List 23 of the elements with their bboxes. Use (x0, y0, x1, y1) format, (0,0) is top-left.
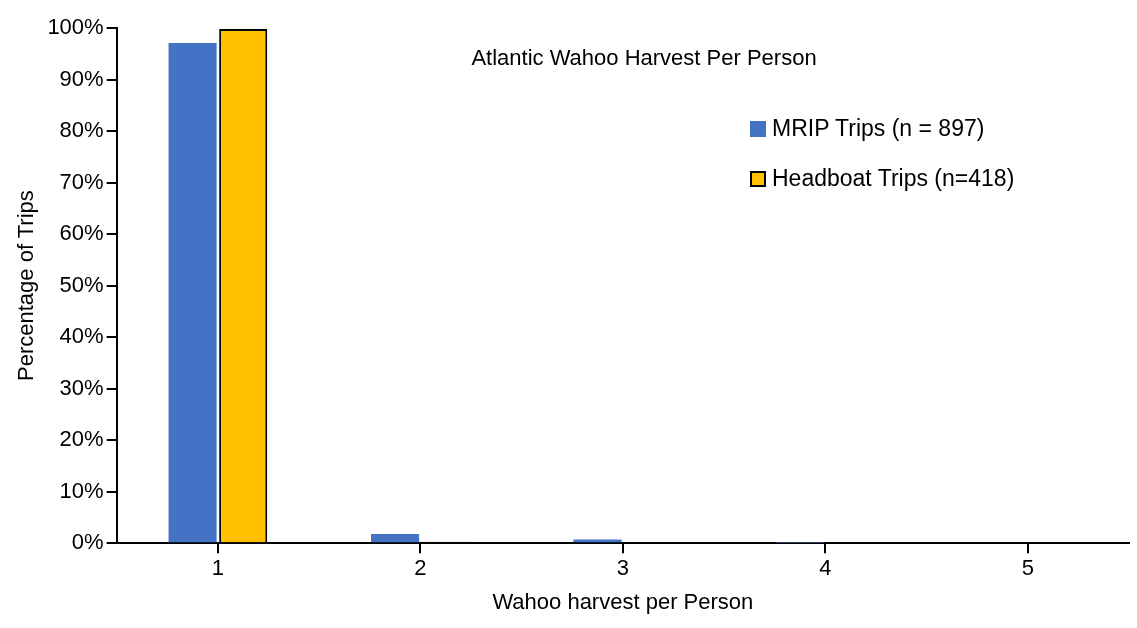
y-tick-label: 10% (59, 477, 104, 503)
y-tick-label: 0% (71, 529, 104, 555)
legend-label: MRIP Trips (n = 897) (772, 115, 985, 142)
legend-label: Headboat Trips (n=418) (772, 165, 1015, 192)
y-tick-label: 20% (59, 426, 104, 452)
x-tick-label: 2 (414, 555, 427, 581)
bar (168, 42, 217, 543)
x-axis-title: Wahoo harvest per Person (492, 588, 754, 614)
x-tick-label: 5 (1021, 555, 1034, 581)
y-tick-label: 30% (59, 374, 104, 400)
y-tick-label: 40% (59, 323, 104, 349)
x-tick-label: 1 (211, 555, 225, 581)
y-tick-label: 80% (59, 117, 104, 143)
x-tick-label: 3 (616, 555, 629, 581)
y-tick-label: 100% (47, 14, 104, 40)
y-tick-label: 90% (59, 65, 104, 91)
bar (371, 533, 420, 543)
y-tick-label: 50% (59, 271, 104, 297)
text: Atlantic Wahoo Harvest Per Person (471, 45, 817, 71)
x-tick-label: 4 (819, 555, 832, 581)
y-tick-label: 60% (59, 220, 104, 246)
y-axis-title: Percentage of Trips (13, 190, 39, 381)
y-tick-label: 70% (59, 168, 104, 194)
